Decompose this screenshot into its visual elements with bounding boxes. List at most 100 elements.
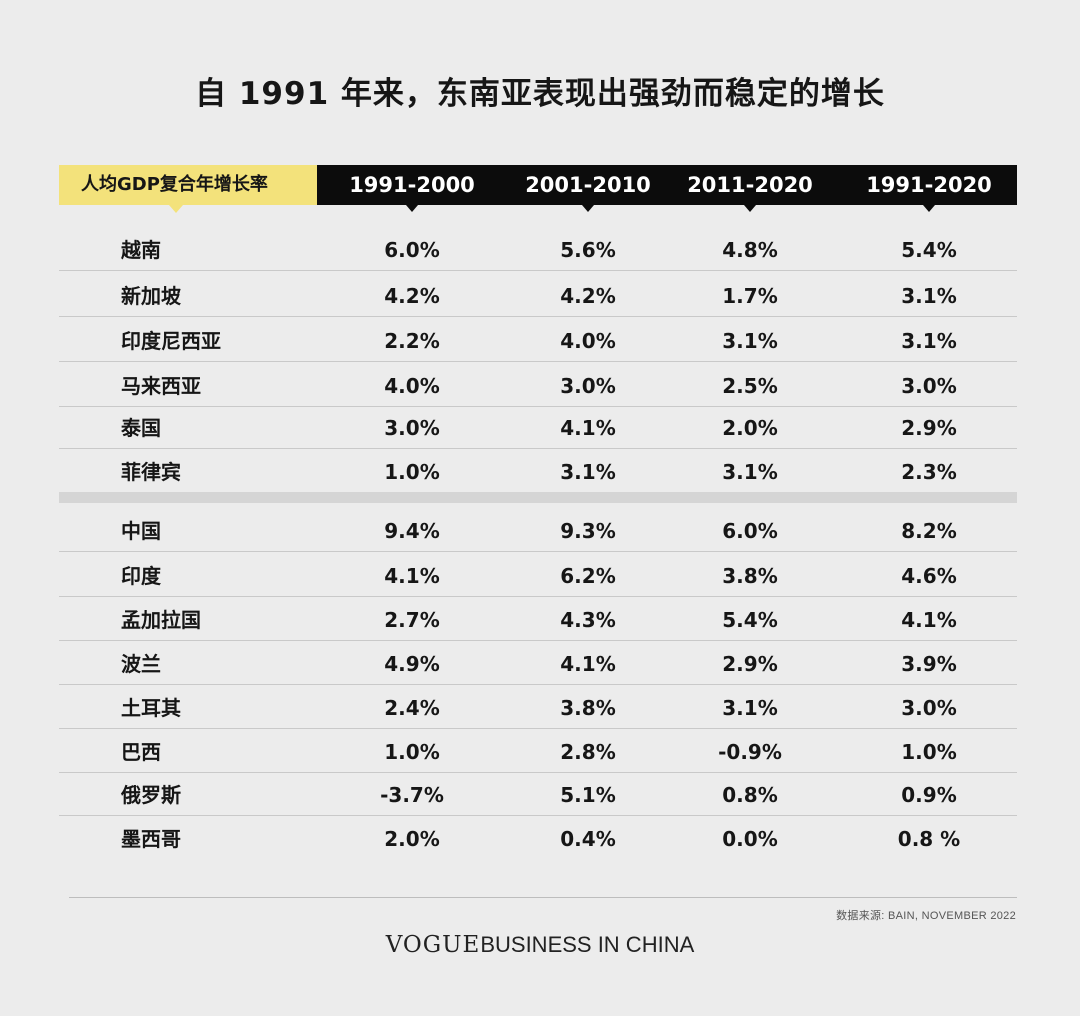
row-separator — [59, 596, 1017, 597]
row-separator — [59, 728, 1017, 729]
country-label: 马来西亚 — [121, 374, 201, 398]
table-row: 马来西亚 4.0% 3.0% 2.5% 3.0% — [59, 363, 1017, 407]
value-cell: 4.1% — [560, 652, 616, 676]
table-row: 巴西 1.0% 2.8% -0.9% 1.0% — [59, 729, 1017, 773]
country-label: 俄罗斯 — [121, 783, 181, 807]
table-row: 越南 6.0% 5.6% 4.8% 5.4% — [59, 227, 1017, 271]
value-cell: 3.1% — [560, 460, 616, 484]
value-cell: 0.4% — [560, 827, 616, 851]
value-cell: 4.9% — [384, 652, 440, 676]
value-cell: 3.0% — [901, 696, 957, 720]
table-row: 波兰 4.9% 4.1% 2.9% 3.9% — [59, 641, 1017, 685]
row-header-label: 人均GDP复合年增长率 — [59, 165, 317, 213]
value-cell: 1.7% — [722, 284, 778, 308]
value-cell: 3.1% — [722, 696, 778, 720]
value-cell: 6.2% — [560, 564, 616, 588]
value-cell: 5.4% — [901, 238, 957, 262]
value-cell: 1.0% — [384, 460, 440, 484]
table-row: 印度尼西亚 2.2% 4.0% 3.1% 3.1% — [59, 318, 1017, 362]
country-label: 中国 — [121, 519, 161, 543]
source-note: 数据来源: BAIN, NOVEMBER 2022 — [836, 910, 1016, 922]
row-separator — [59, 270, 1017, 271]
country-label: 巴西 — [121, 740, 161, 764]
row-separator — [59, 406, 1017, 407]
value-cell: 5.1% — [560, 783, 616, 807]
value-cell: 2.0% — [722, 416, 778, 440]
value-cell: 4.2% — [384, 284, 440, 308]
value-cell: 5.4% — [722, 608, 778, 632]
value-cell: 1.0% — [901, 740, 957, 764]
country-label: 土耳其 — [121, 696, 181, 720]
country-label: 印度尼西亚 — [121, 329, 221, 353]
table-row: 印度 4.1% 6.2% 3.8% 4.6% — [59, 553, 1017, 597]
brand-logo: VOGUEBUSINESS IN CHINA — [0, 932, 1080, 958]
brand-business: BUSINESS IN CHINA — [480, 932, 695, 957]
value-cell: 4.0% — [384, 374, 440, 398]
row-separator — [59, 640, 1017, 641]
value-cell: 2.9% — [722, 652, 778, 676]
value-cell: 4.0% — [560, 329, 616, 353]
value-cell: 3.8% — [560, 696, 616, 720]
value-cell: 2.8% — [560, 740, 616, 764]
value-cell: 9.3% — [560, 519, 616, 543]
value-cell: 2.2% — [384, 329, 440, 353]
page-title: 自 1991 年来，东南亚表现出强劲而稳定的增长 — [195, 76, 885, 112]
country-label: 孟加拉国 — [121, 608, 201, 632]
table-row: 孟加拉国 2.7% 4.3% 5.4% 4.1% — [59, 597, 1017, 641]
value-cell: 3.1% — [901, 329, 957, 353]
country-label: 菲律宾 — [121, 460, 181, 484]
row-separator — [59, 316, 1017, 317]
value-cell: 3.8% — [722, 564, 778, 588]
value-cell: 4.8% — [722, 238, 778, 262]
value-cell: 0.9% — [901, 783, 957, 807]
value-cell: 4.2% — [560, 284, 616, 308]
value-cell: 4.6% — [901, 564, 957, 588]
value-cell: 3.9% — [901, 652, 957, 676]
value-cell: 4.1% — [560, 416, 616, 440]
value-cell: 2.9% — [901, 416, 957, 440]
column-header-bar: 1991-2000 2001-2010 2011-2020 1991-2020 — [317, 165, 1017, 212]
value-cell: 3.0% — [384, 416, 440, 440]
row-separator — [59, 551, 1017, 552]
value-cell: 4.1% — [901, 608, 957, 632]
column-header-3: 1991-2020 — [849, 165, 1009, 212]
value-cell: 5.6% — [560, 238, 616, 262]
country-label: 泰国 — [121, 416, 161, 440]
value-cell: 4.3% — [560, 608, 616, 632]
country-label: 波兰 — [121, 652, 161, 676]
value-cell: -3.7% — [380, 783, 444, 807]
row-separator — [59, 361, 1017, 362]
value-cell: 6.0% — [384, 238, 440, 262]
row-separator — [59, 772, 1017, 773]
table-row: 俄罗斯 -3.7% 5.1% 0.8% 0.9% — [59, 772, 1017, 816]
table-row: 中国 9.4% 9.3% 6.0% 8.2% — [59, 508, 1017, 552]
value-cell: 4.1% — [384, 564, 440, 588]
table-row: 新加坡 4.2% 4.2% 1.7% 3.1% — [59, 273, 1017, 317]
value-cell: -0.9% — [718, 740, 782, 764]
group-divider — [59, 492, 1017, 503]
value-cell: 2.3% — [901, 460, 957, 484]
column-header-0: 1991-2000 — [332, 165, 492, 212]
row-separator — [59, 815, 1017, 816]
column-header-1: 2001-2010 — [508, 165, 668, 212]
value-cell: 3.1% — [722, 460, 778, 484]
value-cell: 2.7% — [384, 608, 440, 632]
table-row: 泰国 3.0% 4.1% 2.0% 2.9% — [59, 405, 1017, 449]
country-label: 越南 — [121, 238, 161, 262]
value-cell: 3.1% — [722, 329, 778, 353]
value-cell: 0.8% — [722, 783, 778, 807]
table-row: 墨西哥 2.0% 0.4% 0.0% 0.8 % — [59, 816, 1017, 860]
value-cell: 3.0% — [560, 374, 616, 398]
value-cell: 2.0% — [384, 827, 440, 851]
brand-vogue: VOGUE — [385, 932, 481, 958]
value-cell: 2.4% — [384, 696, 440, 720]
table-row: 菲律宾 1.0% 3.1% 3.1% 2.3% — [59, 449, 1017, 493]
country-label: 新加坡 — [121, 284, 181, 308]
row-separator — [59, 684, 1017, 685]
value-cell: 2.5% — [722, 374, 778, 398]
value-cell: 3.0% — [901, 374, 957, 398]
value-cell: 0.0% — [722, 827, 778, 851]
column-header-2: 2011-2020 — [670, 165, 830, 212]
value-cell: 8.2% — [901, 519, 957, 543]
